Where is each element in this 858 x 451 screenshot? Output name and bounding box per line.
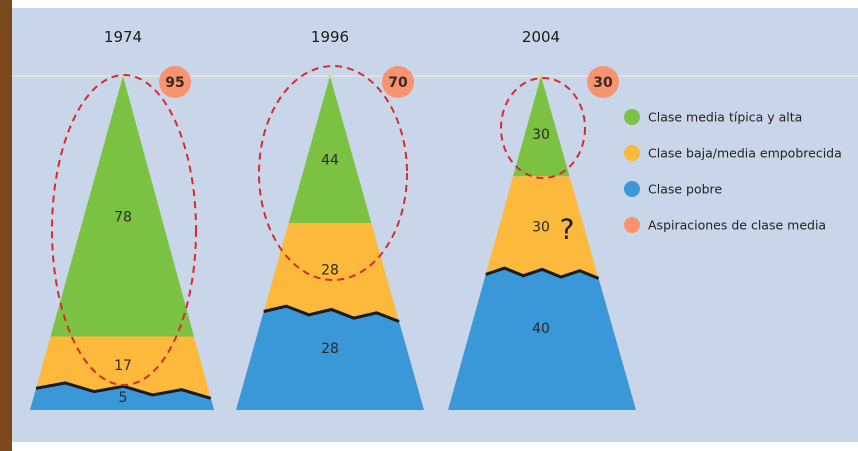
- jagged-divider-1974: [35, 381, 212, 400]
- value-label-clase-baja-1996: 28: [321, 263, 339, 279]
- segment-clase-pobre-2004: [448, 268, 636, 410]
- legend-label-3: Clase pobre: [648, 182, 722, 197]
- apex-dot-1996: [328, 74, 332, 78]
- segment-clase-pobre-1974: [30, 382, 214, 410]
- aspiration-value-1974: 95: [165, 75, 184, 91]
- segment-clase-baja-1996: [263, 222, 400, 322]
- aspiration-ellipse-1996: [258, 65, 408, 281]
- pyramid-1996: 1996 44 28 28 70: [236, 28, 424, 410]
- question-mark-annotation: ?: [560, 212, 575, 245]
- aspiration-value-1996: 70: [388, 75, 408, 91]
- aspiration-badge-2004: [587, 66, 619, 98]
- pyramids-group: 1974 78 17 5 95 1996 44 28 28 70 2004 30 30 40 30?: [30, 28, 636, 410]
- aspiration-badge-1996: [382, 66, 414, 98]
- legend-item-2: Clase baja/media empobrecida: [624, 145, 842, 161]
- legend-label-1: Clase media típica y alta: [648, 110, 802, 125]
- value-label-clase-media-1974: 78: [114, 209, 132, 225]
- value-label-clase-baja-1974: 17: [114, 358, 132, 374]
- segment-clase-media-2004: [513, 76, 570, 177]
- aspiration-badge-1974: [159, 66, 191, 98]
- segment-clase-pobre-1996: [236, 306, 424, 410]
- aspiration-ellipse-1974: [51, 74, 197, 386]
- aspiration-ellipse-2004: [500, 77, 586, 179]
- legend-item-4: Aspiraciones de clase media: [624, 217, 826, 233]
- legend-label-2: Clase baja/media empobrecida: [648, 146, 842, 161]
- left-frame-border: [0, 0, 12, 451]
- pyramid-2004: 2004 30 30 40 30?: [448, 28, 636, 410]
- legend-swatch-1: [624, 109, 640, 125]
- value-label-clase-pobre-1974: 5: [119, 390, 128, 406]
- value-label-clase-media-1996: 44: [321, 152, 339, 168]
- legend: Clase media típica y alta Clase baja/medi…: [624, 109, 842, 233]
- aspiration-value-2004: 30: [593, 75, 613, 91]
- year-label-1974: 1974: [104, 28, 142, 46]
- pyramid-1974: 1974 78 17 5 95: [30, 28, 214, 410]
- legend-swatch-3: [624, 181, 640, 197]
- year-label-2004: 2004: [522, 28, 560, 46]
- legend-label-4: Aspiraciones de clase media: [648, 218, 826, 233]
- jagged-divider-1996: [263, 304, 400, 323]
- segment-clase-media-1974: [50, 76, 194, 337]
- segment-clase-baja-2004: [485, 176, 599, 279]
- value-label-clase-baja-2004: 30: [532, 219, 550, 235]
- value-label-clase-pobre-2004: 40: [532, 321, 550, 337]
- legend-swatch-4: [624, 217, 640, 233]
- legend-swatch-2: [624, 145, 640, 161]
- apex-dot-2004: [539, 74, 543, 78]
- value-label-clase-pobre-1996: 28: [321, 341, 339, 357]
- segment-clase-media-1996: [288, 76, 372, 223]
- legend-item-1: Clase media típica y alta: [624, 109, 802, 125]
- value-label-clase-media-2004: 30: [532, 127, 550, 143]
- jagged-divider-2004: [485, 266, 600, 280]
- legend-item-3: Clase pobre: [624, 181, 722, 197]
- year-label-1996: 1996: [311, 28, 349, 46]
